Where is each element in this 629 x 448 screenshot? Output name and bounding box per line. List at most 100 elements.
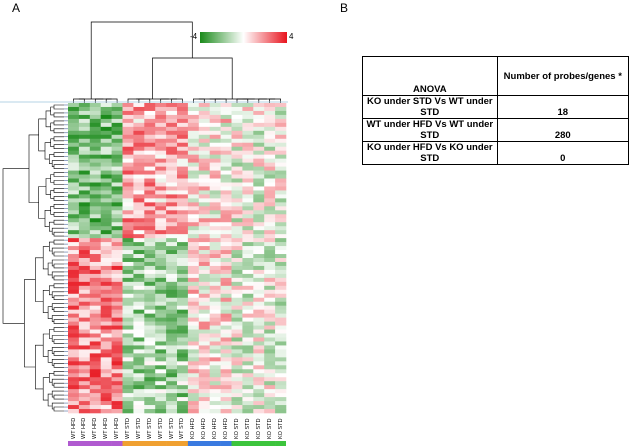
heatmap-cell xyxy=(275,397,287,402)
heatmap-cell xyxy=(166,349,178,354)
heatmap-cell xyxy=(133,397,145,402)
heatmap-cell xyxy=(231,114,243,120)
heatmap-cell xyxy=(155,198,167,203)
heatmap-cell xyxy=(264,341,276,346)
heatmap-cell xyxy=(220,190,232,195)
heatmap-cell xyxy=(68,206,80,211)
heatmap-cell xyxy=(78,178,91,183)
heatmap-cell xyxy=(100,154,112,159)
heatmap-cell xyxy=(209,154,221,159)
heatmap-cell xyxy=(187,317,200,322)
heatmap-cell xyxy=(68,234,80,239)
heatmap-cell xyxy=(122,218,134,223)
heatmap-cell xyxy=(275,146,287,151)
heatmap-cell xyxy=(242,289,254,295)
heatmap-cell xyxy=(220,242,232,247)
heatmap-cell xyxy=(242,134,254,140)
heatmap-cell xyxy=(220,146,232,151)
heatmap-cell xyxy=(122,122,134,128)
heatmap-cell xyxy=(100,401,112,406)
heatmap-cell xyxy=(198,401,210,406)
row-dendrogram-link xyxy=(53,339,64,344)
heatmap-cell xyxy=(68,106,80,112)
heatmap-cell xyxy=(144,265,156,271)
heatmap-cell xyxy=(187,373,200,378)
heatmap-cell xyxy=(100,254,112,259)
heatmap-cell xyxy=(231,118,243,124)
heatmap-cell xyxy=(177,126,189,132)
heatmap-cell xyxy=(89,361,101,366)
heatmap-cell xyxy=(122,206,134,211)
heatmap-cell xyxy=(187,301,200,306)
heatmap-cell xyxy=(122,174,134,179)
row-dendrogram-link xyxy=(53,112,64,118)
row-dendrogram-link xyxy=(53,363,64,368)
heatmap-cell xyxy=(111,103,123,108)
heatmap-cell xyxy=(187,321,200,326)
heatmap-cell xyxy=(264,106,276,112)
heatmap-cell xyxy=(275,329,287,334)
heatmap-cell xyxy=(122,106,134,112)
heatmap-cell xyxy=(177,377,189,382)
column-label: WT STD xyxy=(146,418,153,439)
heatmap-cell xyxy=(264,357,276,362)
heatmap-cell xyxy=(100,234,112,239)
heatmap-cell xyxy=(242,182,254,187)
heatmap-cell xyxy=(133,154,145,159)
group-color-segment xyxy=(231,441,243,446)
heatmap-cell xyxy=(111,198,123,203)
heatmap-cell xyxy=(275,234,287,239)
heatmap-cell xyxy=(209,301,221,306)
heatmap-cell xyxy=(242,401,254,406)
colorbar-min-label: -4 xyxy=(190,32,198,41)
heatmap-cell xyxy=(144,349,156,354)
row-dendrogram-link xyxy=(53,283,64,289)
heatmap-cell xyxy=(166,277,178,283)
heatmap-cell xyxy=(231,329,243,334)
heatmap-cell xyxy=(68,186,80,191)
heatmap-cell xyxy=(100,409,112,414)
heatmap-cell xyxy=(209,269,221,275)
heatmap-cell xyxy=(133,357,145,362)
heatmap-cell xyxy=(242,226,254,231)
heatmap-cell xyxy=(220,158,232,163)
heatmap-cell xyxy=(89,409,101,414)
heatmap-cell xyxy=(155,103,167,108)
heatmap-cell xyxy=(187,190,200,195)
heatmap-cell xyxy=(144,313,156,318)
heatmap-cell xyxy=(220,222,232,227)
heatmap-cell xyxy=(231,385,243,390)
heatmap-cell xyxy=(144,385,156,390)
heatmap-cell xyxy=(231,277,243,283)
heatmap-cell xyxy=(155,114,167,120)
heatmap-cell xyxy=(68,333,80,338)
heatmap-cell xyxy=(122,238,134,243)
heatmap-cell xyxy=(275,182,287,187)
heatmap-cell xyxy=(133,162,145,167)
heatmap-cell xyxy=(177,397,189,402)
heatmap-cell xyxy=(275,258,287,263)
heatmap-cell xyxy=(68,397,80,402)
heatmap-cell xyxy=(89,301,101,306)
heatmap-cell xyxy=(78,222,91,227)
heatmap-cell xyxy=(100,130,112,136)
table-row: KO under HFD Vs KO under STD 0 xyxy=(362,141,629,165)
heatmap-cell xyxy=(231,305,243,310)
count-cell: 18 xyxy=(496,95,629,119)
heatmap-cell xyxy=(264,353,276,358)
column-dendrogram xyxy=(73,21,281,103)
heatmap-cell xyxy=(209,309,221,314)
heatmap-cell xyxy=(242,357,254,362)
heatmap-cell xyxy=(78,254,91,259)
heatmap-cell xyxy=(68,146,80,151)
heatmap-cell xyxy=(242,265,254,271)
heatmap-cell xyxy=(133,305,145,310)
heatmap-cell xyxy=(220,389,232,394)
header-count: Number of probes/genes * xyxy=(496,56,629,96)
heatmap-cell xyxy=(220,349,232,354)
heatmap-cell xyxy=(166,126,178,132)
heatmap-cell xyxy=(231,166,243,171)
heatmap-cell xyxy=(198,361,210,366)
heatmap-cell xyxy=(275,357,287,362)
row-dendrogram-link xyxy=(53,128,64,134)
